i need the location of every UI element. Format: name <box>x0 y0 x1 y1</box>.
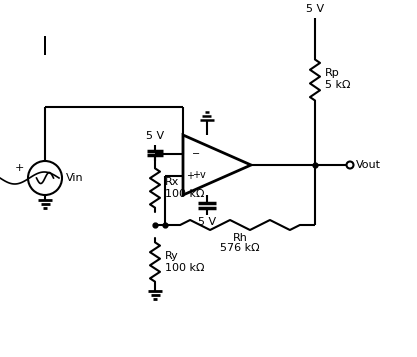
Text: Vin: Vin <box>66 173 84 183</box>
Text: 100 kΩ: 100 kΩ <box>165 189 204 199</box>
Text: +: + <box>186 171 194 181</box>
Text: Rx: Rx <box>165 177 179 187</box>
Text: Rp: Rp <box>325 68 340 78</box>
Text: 5 V: 5 V <box>198 217 216 227</box>
Text: +v: +v <box>192 170 206 180</box>
Text: 5 V: 5 V <box>306 4 324 14</box>
Text: Rh: Rh <box>233 233 247 243</box>
Text: +: + <box>15 163 24 173</box>
Text: Vout: Vout <box>356 160 381 170</box>
Text: 5 kΩ: 5 kΩ <box>325 80 351 90</box>
Text: 100 kΩ: 100 kΩ <box>165 263 204 273</box>
Text: Ry: Ry <box>165 251 179 261</box>
Text: 576 kΩ: 576 kΩ <box>220 243 260 253</box>
Text: 5 V: 5 V <box>146 131 164 141</box>
Text: −: − <box>192 149 200 159</box>
